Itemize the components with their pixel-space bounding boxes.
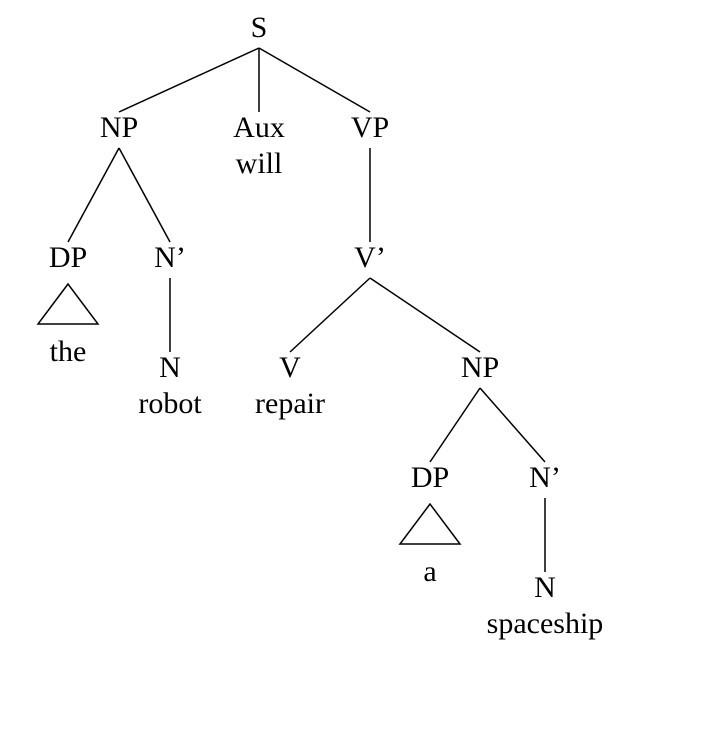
tree-edge xyxy=(259,48,370,112)
tree-node-label: NP xyxy=(461,351,499,384)
tree-leaf-label: the xyxy=(50,335,87,368)
tree-triangle xyxy=(38,284,98,324)
tree-edge xyxy=(370,278,480,352)
tree-edge xyxy=(68,148,119,242)
tree-node-label: N xyxy=(159,351,181,384)
tree-node-label: VP xyxy=(351,111,389,144)
tree-node-label: V xyxy=(279,351,301,384)
tree-edge xyxy=(119,148,170,242)
tree-node-label: N’ xyxy=(154,241,186,274)
tree-leaf-label: a xyxy=(423,555,436,588)
tree-edge xyxy=(119,48,259,112)
tree-node-label: N xyxy=(534,571,556,604)
tree-leaf-label: spaceship xyxy=(487,607,604,640)
tree-node-label: N’ xyxy=(529,461,561,494)
tree-node-label: V’ xyxy=(354,241,386,274)
tree-node-label: DP xyxy=(49,241,87,274)
tree-edge xyxy=(290,278,370,352)
tree-triangle xyxy=(400,504,460,544)
tree-leaf-label: will xyxy=(236,147,283,180)
tree-edge xyxy=(480,388,545,462)
tree-node-label: S xyxy=(251,11,268,44)
tree-node-label: DP xyxy=(411,461,449,494)
tree-leaf-label: repair xyxy=(255,387,325,420)
tree-leaf-label: robot xyxy=(138,387,202,420)
syntax-tree: S NP Auxwill VP DP the N’ V’ Nrobot Vrepair NP DP a N… xyxy=(0,0,718,738)
tree-edge xyxy=(430,388,480,462)
tree-node-label: Aux xyxy=(233,111,285,144)
tree-node-label: NP xyxy=(100,111,138,144)
